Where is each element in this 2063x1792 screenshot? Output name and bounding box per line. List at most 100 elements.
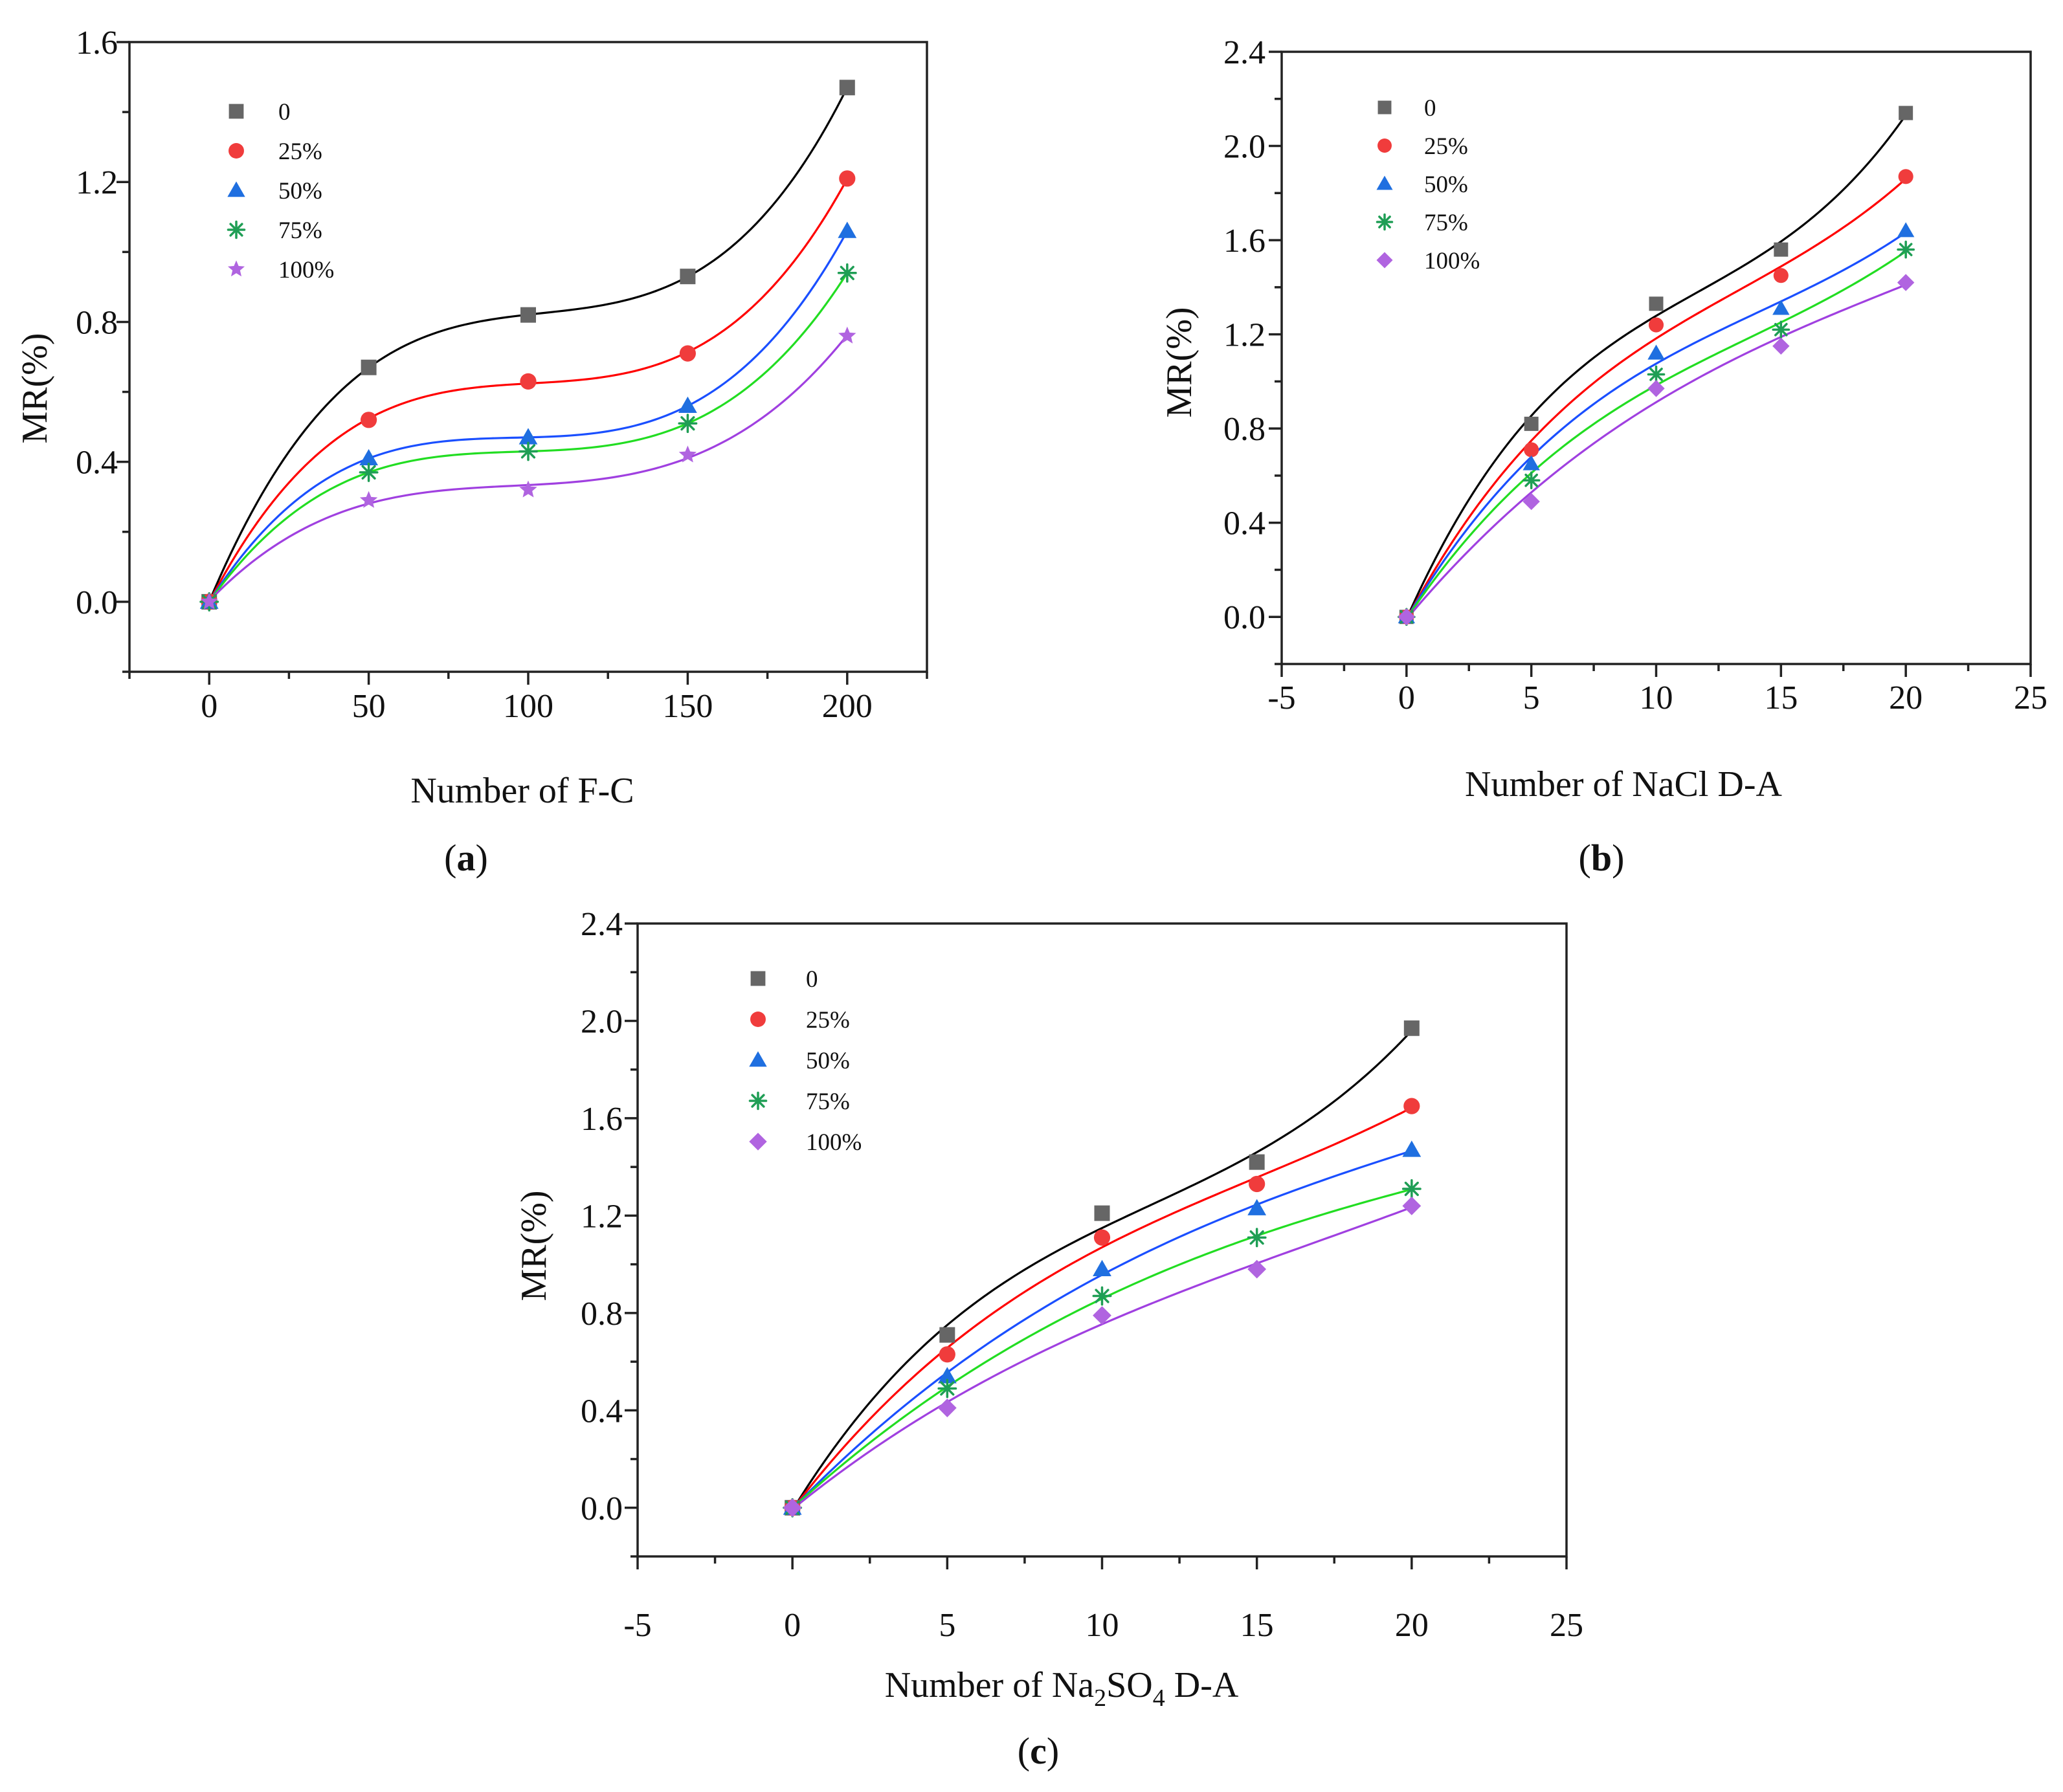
x-tick-label-c: 5 — [939, 1607, 955, 1644]
data-point-b-2-1 — [1522, 455, 1540, 470]
data-point-c-2-1 — [937, 1367, 957, 1384]
x-tick-label-c: 10 — [1086, 1607, 1119, 1644]
fit-curve-b-0 — [1405, 114, 1907, 620]
x-tick-label-c: 15 — [1240, 1607, 1274, 1644]
data-point-b-4-4 — [1897, 274, 1915, 291]
data-point-a-3-4 — [837, 263, 857, 283]
y-tick-label-c: 0.4 — [581, 1393, 623, 1430]
data-point-a-4-3 — [678, 445, 697, 463]
x-tick-label-b: 25 — [2014, 680, 2047, 716]
y-tick-label-b: 2.0 — [1223, 129, 1266, 166]
y-tick-label-b: 0.0 — [1223, 599, 1266, 636]
data-point-c-0-2 — [1094, 1205, 1110, 1221]
data-point-c-4-0 — [783, 1498, 802, 1518]
x-tick-label-c: 25 — [1550, 1607, 1583, 1644]
y-axis-title-c: MR(%) — [514, 1190, 554, 1301]
data-point-c-1-3 — [1249, 1175, 1266, 1193]
data-point-b-1-4 — [1898, 169, 1913, 184]
legend-label-a-4: 100% — [278, 257, 334, 283]
legend-marker-b-2 — [1376, 175, 1393, 190]
data-point-b-3-3 — [1772, 320, 1790, 339]
legend-label-c-1: 25% — [806, 1007, 850, 1034]
legend-label-b-0: 0 — [1424, 95, 1436, 122]
y-tick-label-a: 0.8 — [76, 304, 118, 341]
y-axis-title-b: MR(%) — [1159, 307, 1199, 417]
chart-panel-c: Number of Na2SO4 D-A MR(%) (c) -5 0 5 10 15 2… — [514, 906, 1583, 1772]
x-tick-label-a: 100 — [503, 688, 553, 725]
legend-label-b-2: 50% — [1424, 171, 1468, 198]
y-tick-label-b: 1.2 — [1223, 317, 1266, 354]
x-tick-label-b: 0 — [1398, 680, 1415, 716]
data-point-a-2-4 — [838, 221, 857, 238]
data-point-a-3-2 — [519, 441, 538, 461]
chart-panel-b: Number of NaCl D-A MR(%) (b) -5 0 5 10 15 20 2… — [1159, 34, 2047, 879]
data-point-b-4-0 — [1398, 608, 1416, 626]
data-point-a-2-2 — [519, 428, 538, 445]
x-tick-label-b: 10 — [1640, 680, 1673, 716]
data-point-c-2-4 — [1402, 1140, 1422, 1157]
data-point-b-4-2 — [1647, 380, 1665, 397]
data-point-c-4-2 — [1093, 1306, 1111, 1325]
fit-curve-b-4 — [1405, 283, 1906, 620]
x-axis-title-c: Number of Na2SO4 D-A — [885, 1665, 1239, 1712]
data-point-c-2-3 — [1247, 1199, 1267, 1215]
legend-label-a-0: 0 — [278, 99, 291, 126]
data-point-b-1-1 — [1524, 442, 1539, 458]
x-tick-label-b: 15 — [1764, 680, 1798, 716]
data-point-b-2-3 — [1772, 300, 1790, 315]
data-point-c-3-3 — [1247, 1228, 1267, 1248]
panel-label-a: (a) — [444, 837, 488, 879]
x-tick-label-a: 150 — [662, 688, 713, 725]
panel-label-c: (c) — [1018, 1730, 1059, 1772]
data-point-b-2-4 — [1897, 222, 1915, 238]
legend-marker-b-4 — [1376, 252, 1393, 269]
y-tick-label-c: 1.2 — [581, 1198, 623, 1235]
fit-curve-c-0 — [791, 1030, 1412, 1511]
data-point-c-1-2 — [1093, 1229, 1111, 1246]
data-point-c-0-3 — [1249, 1154, 1265, 1170]
data-point-a-1-2 — [520, 373, 537, 390]
data-point-c-1-1 — [939, 1346, 955, 1363]
panel-label-b: (b) — [1579, 837, 1625, 879]
data-point-a-0-1 — [361, 359, 377, 375]
data-point-a-0-4 — [839, 80, 855, 96]
y-tick-label-c: 2.4 — [581, 906, 623, 943]
x-axis-title-a: Number of F-C — [410, 771, 634, 811]
data-point-b-0-2 — [1649, 296, 1664, 311]
data-point-a-2-1 — [359, 448, 378, 466]
legend-marker-a-0 — [229, 104, 244, 119]
y-tick-label-b: 0.8 — [1223, 411, 1266, 448]
legend-marker-b-1 — [1377, 138, 1392, 153]
data-point-c-2-2 — [1093, 1259, 1111, 1276]
data-point-a-4-0 — [200, 592, 218, 610]
legend-marker-c-3 — [748, 1091, 768, 1111]
legend-label-c-0: 0 — [806, 966, 818, 993]
y-tick-label-c: 1.6 — [581, 1101, 623, 1138]
legend-marker-a-1 — [229, 143, 244, 159]
x-tick-label-b: 20 — [1889, 680, 1923, 716]
data-point-a-3-3 — [678, 414, 698, 434]
legend-marker-c-0 — [750, 971, 766, 986]
y-tick-label-b: 2.4 — [1223, 34, 1266, 71]
y-tick-label-c: 0.8 — [581, 1296, 623, 1333]
legend-marker-c-4 — [749, 1133, 767, 1151]
legend-label-c-4: 100% — [806, 1129, 862, 1156]
data-point-b-4-3 — [1772, 337, 1790, 355]
data-point-b-3-1 — [1522, 471, 1541, 490]
legend-label-b-4: 100% — [1424, 248, 1480, 274]
x-tick-label-c: 20 — [1395, 1607, 1429, 1644]
legend-label-b-3: 75% — [1424, 210, 1468, 236]
data-point-b-1-3 — [1773, 268, 1789, 283]
data-point-a-1-1 — [361, 412, 377, 428]
x-tick-label-b: -5 — [1267, 680, 1295, 716]
data-point-a-2-3 — [678, 396, 697, 413]
legend-marker-c-2 — [749, 1051, 767, 1067]
legend-label-a-1: 25% — [278, 138, 322, 165]
legend-marker-b-0 — [1377, 100, 1392, 115]
data-point-b-0-4 — [1899, 105, 1913, 120]
legend-b: 0 25% 50% 75% 100% — [1376, 95, 1480, 274]
data-point-a-0-2 — [520, 307, 536, 323]
legend-marker-a-2 — [227, 181, 245, 197]
